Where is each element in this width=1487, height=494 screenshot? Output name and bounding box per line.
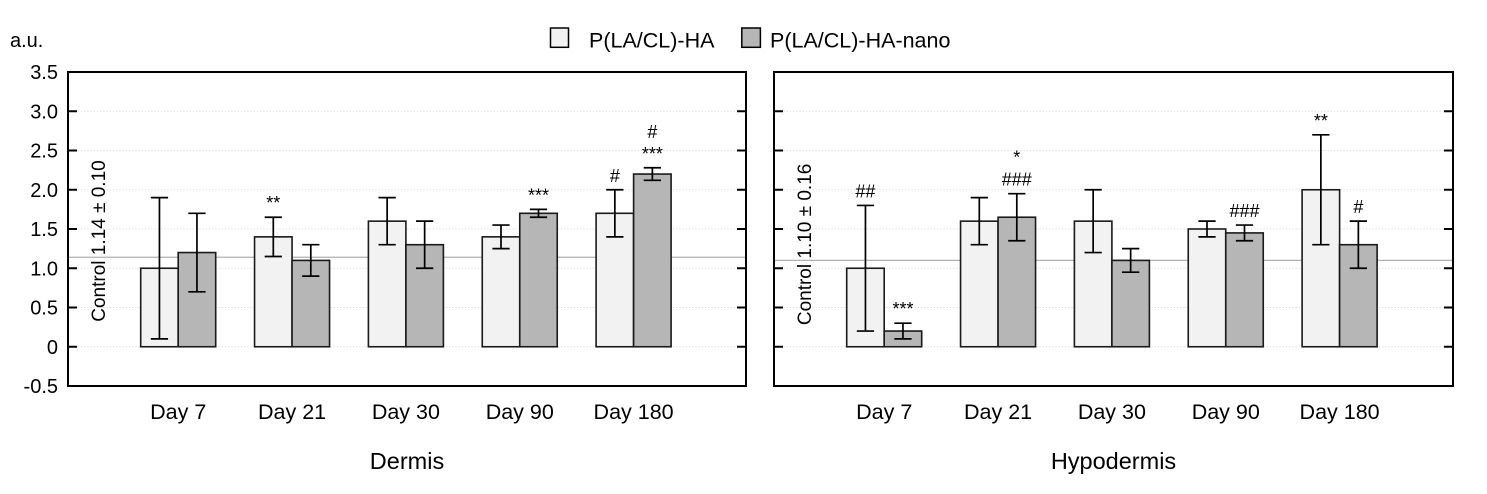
svg-text:***: *** [892, 299, 913, 319]
svg-text:2.5: 2.5 [30, 141, 58, 163]
svg-text:#: # [610, 166, 620, 186]
svg-text:3.5: 3.5 [30, 62, 58, 84]
svg-text:**: ** [266, 193, 280, 213]
svg-text:Control 1.10 ± 0.16: Control 1.10 ± 0.16 [795, 164, 816, 325]
svg-text:**: ** [1314, 111, 1328, 131]
svg-text:Day 7: Day 7 [150, 400, 206, 424]
svg-text:P(LA/CL)-HA: P(LA/CL)-HA [589, 28, 715, 52]
svg-text:Day 30: Day 30 [1078, 400, 1146, 424]
svg-text:Day 180: Day 180 [594, 400, 674, 424]
svg-text:3.0: 3.0 [30, 101, 58, 123]
svg-text:Day 30: Day 30 [372, 400, 440, 424]
svg-text:Hypodermis: Hypodermis [1051, 448, 1176, 474]
svg-text:##: ## [855, 181, 875, 201]
svg-text:###: ### [1002, 170, 1032, 190]
svg-text:a.u.: a.u. [10, 30, 43, 52]
svg-text:***: *** [528, 185, 549, 205]
svg-text:*: * [1013, 148, 1020, 168]
svg-text:Control 1.14 ± 0.10: Control 1.14 ± 0.10 [89, 160, 110, 321]
svg-text:###: ### [1229, 201, 1259, 221]
svg-text:1.5: 1.5 [30, 219, 58, 241]
svg-text:0.5: 0.5 [30, 298, 58, 320]
svg-text:2.0: 2.0 [30, 180, 58, 202]
svg-text:Dermis: Dermis [370, 448, 444, 474]
svg-text:-0.5: -0.5 [24, 376, 58, 398]
svg-text:0: 0 [47, 337, 58, 359]
svg-text:Day 7: Day 7 [856, 400, 912, 424]
svg-text:P(LA/CL)-HA-nano: P(LA/CL)-HA-nano [770, 28, 950, 52]
svg-text:Day 21: Day 21 [258, 400, 326, 424]
svg-text:***: *** [642, 144, 663, 164]
svg-text:#: # [647, 122, 657, 142]
svg-text:#: # [1353, 197, 1363, 217]
svg-text:Day 90: Day 90 [486, 400, 554, 424]
svg-text:1.0: 1.0 [30, 258, 58, 280]
svg-text:Day 90: Day 90 [1192, 400, 1260, 424]
svg-text:Day 180: Day 180 [1300, 400, 1380, 424]
svg-text:Day 21: Day 21 [964, 400, 1032, 424]
